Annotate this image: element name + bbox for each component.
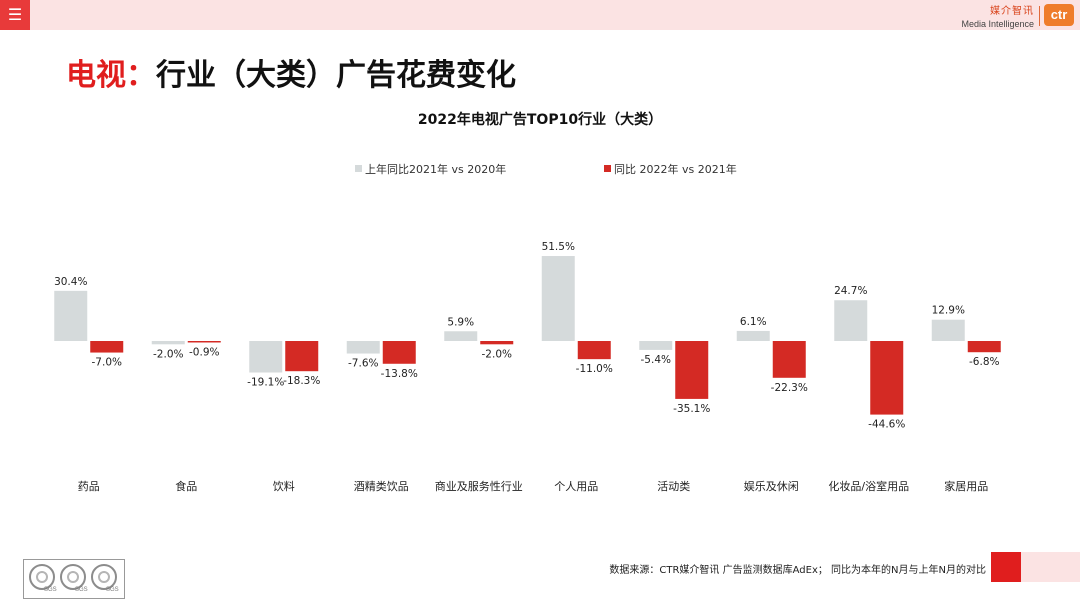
category-label: 饮料 — [273, 479, 295, 493]
chart-title: 2022年电视广告TOP10行业（大类） — [417, 112, 663, 128]
data-label: -7.6% — [348, 358, 378, 370]
bar — [736, 330, 770, 341]
bar — [675, 341, 709, 399]
bar — [346, 341, 380, 354]
bar — [90, 341, 124, 353]
bar — [382, 341, 416, 364]
data-label: -2.0% — [482, 348, 512, 360]
brand-name-cn: 媒介智讯 — [990, 6, 1034, 17]
brand-name-en: Media Intelligence — [961, 19, 1034, 29]
footer-red-block — [991, 552, 1021, 582]
category-label: 个人用品 — [554, 480, 598, 493]
bar — [54, 290, 88, 341]
page-title-accent: 电视： — [66, 58, 156, 93]
badge-label: SGS — [44, 587, 57, 593]
top-bar: ☰ 媒介智讯 Media Intelligence ctr — [0, 0, 1080, 30]
bar — [285, 341, 319, 372]
data-label: 30.4% — [54, 276, 87, 288]
page-title-rest: 行业（大类）广告花费变化 — [156, 58, 516, 93]
data-label: -13.8% — [381, 368, 418, 380]
chart-legend: 上年同比2021年 vs 2020年 同比 2022年 vs 2021年 — [0, 161, 1080, 177]
bar — [870, 341, 904, 415]
bar — [577, 341, 611, 360]
hamburger-menu-icon[interactable]: ☰ — [0, 0, 30, 30]
data-label: -22.3% — [771, 382, 808, 394]
category-label: 化妆品/浴室用品 — [828, 479, 909, 493]
data-label: 5.9% — [447, 316, 474, 328]
bar — [444, 331, 478, 341]
brand-divider — [1039, 6, 1040, 26]
badge-label: SGS — [106, 587, 119, 593]
bar — [249, 341, 283, 373]
data-label: -11.0% — [576, 363, 613, 375]
data-label: 24.7% — [834, 285, 867, 297]
ctr-logo: ctr — [1044, 4, 1074, 26]
bar — [187, 341, 221, 343]
certification-badges: SGS SGS SGS — [23, 559, 125, 599]
sgs-badge-icon — [60, 564, 86, 590]
sgs-badge-icon — [29, 564, 55, 590]
data-label: -44.6% — [868, 419, 905, 431]
category-label: 食品 — [175, 479, 197, 493]
data-label: -5.4% — [641, 354, 671, 366]
bar — [834, 300, 868, 341]
bar — [931, 319, 965, 341]
sgs-badge-icon — [91, 564, 117, 590]
bar — [480, 341, 514, 345]
data-source-note: 数据来源：CTR媒介智讯 广告监测数据库AdEx； 同比为本年的N月与上年N月的… — [609, 565, 986, 576]
legend-label-current-year: 同比 2022年 vs 2021年 — [614, 163, 737, 176]
category-label: 商业及服务性行业 — [435, 479, 523, 493]
bar — [541, 256, 575, 341]
category-label: 酒精类饮品 — [354, 479, 409, 493]
bar — [639, 341, 673, 350]
data-label: -0.9% — [189, 346, 219, 358]
category-label: 药品 — [78, 480, 100, 493]
data-label: 51.5% — [542, 241, 575, 253]
data-label: -19.1% — [247, 377, 284, 389]
badge-label: SGS — [75, 587, 88, 593]
legend-swatch-gray — [355, 165, 362, 172]
legend-item-prior-year: 上年同比2021年 vs 2020年 — [355, 161, 506, 177]
bar — [151, 341, 185, 345]
data-label: 6.1% — [740, 316, 767, 328]
legend-label-prior-year: 上年同比2021年 vs 2020年 — [365, 163, 507, 176]
category-label: 家居用品 — [944, 479, 988, 493]
data-label: -7.0% — [92, 357, 122, 369]
data-label: -18.3% — [283, 375, 320, 387]
page-title: 电视：行业（大类）广告花费变化 — [66, 50, 516, 94]
brand-text: 媒介智讯 Media Intelligence — [961, 6, 1034, 30]
bar — [967, 341, 1001, 353]
data-label: -6.8% — [969, 356, 999, 368]
bar — [772, 341, 806, 378]
footer-pink-block — [1021, 552, 1080, 582]
data-label: -35.1% — [673, 403, 710, 415]
legend-swatch-red — [604, 165, 611, 172]
data-label: 12.9% — [932, 305, 965, 317]
legend-item-current-year: 同比 2022年 vs 2021年 — [604, 161, 737, 177]
category-label: 娱乐及休闲 — [744, 479, 799, 493]
category-label: 活动类 — [657, 479, 690, 493]
data-label: -2.0% — [153, 348, 183, 360]
